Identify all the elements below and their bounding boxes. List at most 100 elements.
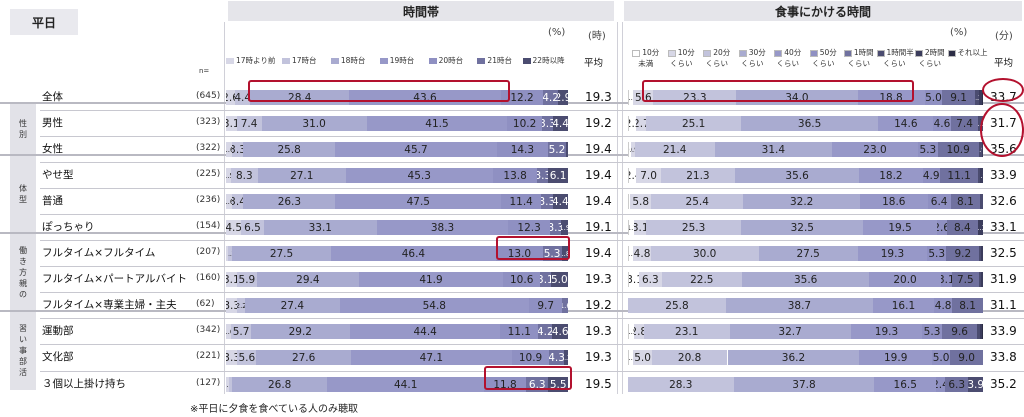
group-label-char: 性 [19, 119, 27, 128]
legend-swatch [477, 58, 486, 64]
left-bar-segment: 1.5 [226, 168, 231, 183]
legend-text: 30分 [748, 48, 766, 57]
group-label-char: き [19, 256, 27, 266]
legend-text: 10分 [677, 48, 695, 57]
left-average-value: 19.4 [585, 246, 612, 260]
left-bar-segment: 1.3 [227, 246, 233, 261]
left-average-value: 19.2 [585, 298, 612, 312]
weekday-tag: 平日 [10, 9, 78, 35]
row-separator [40, 136, 1024, 137]
left-bar-segment: 4.5 [226, 220, 242, 235]
legend-swatch [379, 58, 388, 64]
right-bar-segment: 21.3 [660, 168, 736, 183]
right-bar-segment: 2.4 [628, 168, 638, 183]
right-bar-segment [979, 246, 982, 261]
row-label: 全体 [42, 91, 63, 103]
right-stacked-bar: 25.8 38.7 16.1 4.8 8.1 [628, 298, 983, 313]
legend-text: 17時より前 [236, 56, 276, 65]
left-bar-segment: 1.9 [561, 220, 568, 235]
right-bar-segment: 19.3 [850, 324, 923, 339]
left-bar-segment: 47.1 [350, 350, 512, 365]
right-bar-segment: 18.2 [859, 168, 923, 183]
left-bar-segment: 5.7 [231, 324, 251, 339]
left-bar-segment: 1.2 [563, 350, 568, 365]
right-stacked-bar: 1.55.020.836.219.95.09.0 [628, 350, 983, 365]
left-average-value: 19.1 [585, 220, 612, 234]
row-separator [40, 318, 1024, 319]
left-legend-item: 21時台 [470, 55, 519, 66]
left-bar-segment: 5.9 [236, 272, 258, 287]
left-bar-segment: 25.8 [243, 142, 335, 157]
highlight-left-multi [484, 366, 572, 390]
right-bar-segment: 37.8 [733, 377, 875, 392]
legend-text: 19時台 [389, 56, 415, 65]
left-stacked-bar: 1.63.325.845.714.35.2 [226, 142, 568, 157]
right-bar-segment: 7.5 [951, 272, 979, 287]
sample-size: (127) [196, 378, 221, 388]
right-bar-segment: 31.4 [714, 142, 833, 157]
row-separator [40, 240, 1024, 241]
left-bar-segment: 8.3 [230, 168, 258, 183]
right-bar-segment: 23.1 [643, 324, 730, 339]
left-average-value: 19.3 [585, 272, 612, 286]
left-percent-unit: (%) [548, 27, 566, 38]
right-average-value: 33.8 [990, 350, 1017, 364]
right-minute-unit: (分) [995, 31, 1013, 42]
left-bar-segment: 41.9 [358, 272, 504, 287]
right-bar-segment: 4.8 [934, 298, 953, 313]
left-bar-segment: 4.2 [538, 324, 553, 339]
legend-text: 1時間 [853, 48, 874, 57]
right-legend-item: 30分 くらい [735, 47, 771, 69]
highlight-left-fulltime [496, 236, 570, 260]
left-bar-segment: 1.6 [226, 142, 232, 157]
right-average-value: 35.2 [990, 377, 1017, 391]
right-legend-item: 2時間 くらい [912, 47, 948, 69]
legend-text: 1時間半 [886, 48, 914, 57]
left-average-value: 19.3 [585, 324, 612, 338]
sample-size: (62) [196, 299, 215, 309]
row-separator [40, 371, 1024, 372]
right-bar-segment: 5.0 [633, 350, 652, 365]
left-bar-segment: 3.3 [226, 298, 238, 313]
left-legend-item: 22時以降 [519, 55, 568, 66]
right-average-value: 32.6 [990, 194, 1017, 208]
right-bar-segment: 36.5 [740, 116, 879, 131]
right-bar-segment: 32.2 [743, 194, 861, 209]
right-bar-segment: 4.8 [633, 246, 651, 261]
sample-size: (154) [196, 221, 221, 231]
group-label-char: い [19, 335, 27, 344]
group-label-char: の [19, 289, 27, 299]
left-bar-segment: 3.1 [226, 272, 237, 287]
right-legend-item: 1時間 くらい [841, 47, 877, 69]
left-bar-segment: 3.3 [541, 194, 553, 209]
left-bar-segment: 6.5 [241, 220, 264, 235]
right-percent-unit: (%) [950, 27, 968, 38]
right-bar-segment: 9.2 [946, 246, 980, 261]
left-bar-segment: 27.6 [256, 350, 351, 365]
left-stacked-bar: 3.1 5.9 29.4 41.9 10.6 3.1 5.0 [226, 272, 568, 287]
right-bar-segment: 3.9 [968, 377, 983, 392]
left-bar-segment: 2.2 [237, 298, 245, 313]
legend-text: 18時台 [340, 56, 366, 65]
left-bar-segment: 3.4 [231, 194, 244, 209]
legend-swatch [428, 58, 437, 64]
right-legend-item: それ以上 [947, 47, 988, 58]
group-label-char: 活 [19, 368, 27, 377]
legend-swatch [330, 58, 339, 64]
left-bar-segment: 3.1 [226, 116, 237, 131]
right-bar-segment: 30.0 [650, 246, 759, 261]
footnote: ※平日に夕食を食べている人のみ聴取 [190, 404, 358, 415]
right-bar-segment [980, 272, 983, 287]
right-bar-segment: 1.7 [628, 220, 636, 235]
right-bar-segment [628, 194, 632, 209]
right-bar-segment: 3.1 [634, 220, 647, 235]
group-label-char: 働 [19, 245, 27, 255]
right-bar-segment: 28.3 [628, 377, 734, 392]
left-bar-segment: 3.3 [541, 116, 554, 131]
left-bar-segment: 1.8 [561, 246, 568, 261]
legend-swatch [522, 58, 531, 64]
left-bar-segment: 11.4 [501, 194, 542, 209]
right-bar-segment: 8.1 [950, 194, 981, 209]
legend-text: くらい [812, 59, 835, 68]
